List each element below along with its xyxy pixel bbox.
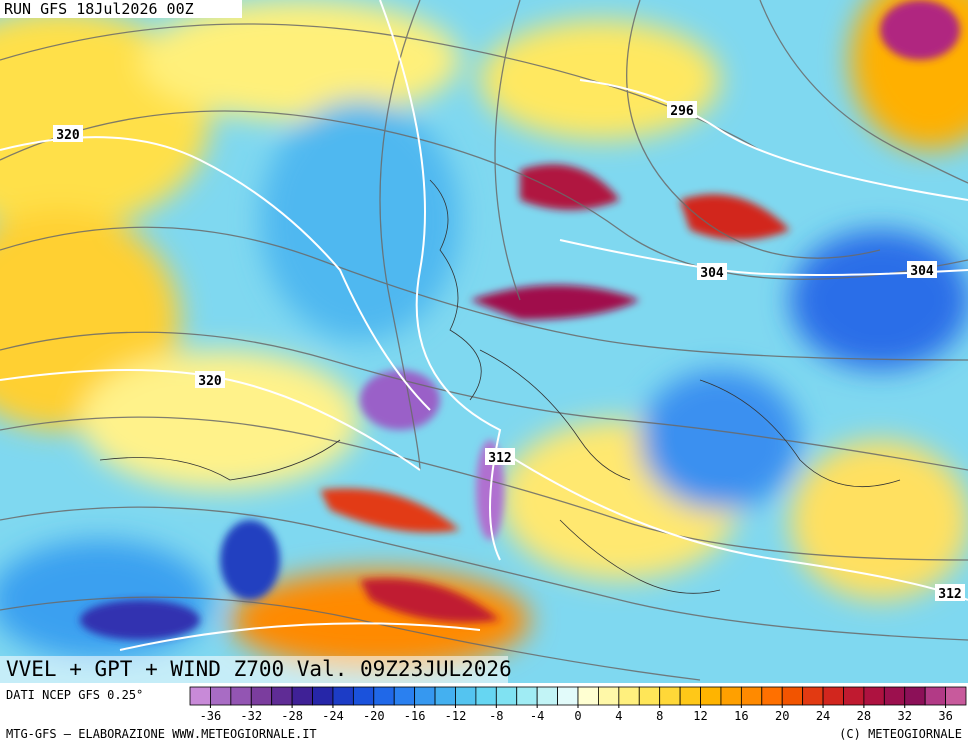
colorbar-swatch (291, 686, 313, 706)
colorbar-tick-label: -4 (530, 709, 544, 723)
contour-label: 320 (198, 374, 222, 389)
colorbar-swatch (495, 686, 518, 706)
colorbar-tick-label: 20 (775, 709, 789, 723)
colorbar-swatch (434, 686, 456, 706)
colorbar-swatch (577, 686, 599, 706)
colorbar-swatch (863, 686, 885, 706)
source-label: DATI NCEP GFS 0.25° (6, 688, 143, 702)
colorbar-swatch (740, 686, 763, 706)
colorbar-tick-label: -12 (445, 709, 467, 723)
colorbar-tick-label: -20 (363, 709, 385, 723)
contour-label: 296 (670, 104, 694, 119)
colorbar-swatch (352, 686, 375, 706)
colorbar-swatch (618, 686, 640, 706)
colorbar-swatch (843, 686, 865, 706)
contour-label: 304 (700, 266, 724, 281)
colorbar-swatch (557, 686, 579, 706)
colorbar-swatch (271, 686, 293, 706)
contour-label-bg (53, 125, 83, 142)
colorbar-swatch (189, 686, 211, 706)
contour-label-bg (485, 448, 515, 465)
colorbar-tick-label: 4 (615, 709, 622, 723)
map: RUN GFS 18Jul2026 00Z 320 296 304 304 320 312… (0, 0, 968, 683)
colorbar-swatch (312, 686, 334, 706)
colorbar-swatch (414, 686, 436, 706)
colorbar-tick-label: 0 (574, 709, 581, 723)
colorbar-swatch (230, 686, 252, 706)
colorbar-tick-label: 8 (656, 709, 663, 723)
colorbar-swatch (904, 686, 926, 706)
colorbar-swatch (638, 686, 661, 706)
colorbar-swatch (720, 686, 742, 706)
colorbar-tick-label: -28 (281, 709, 303, 723)
contour-label-bg (935, 584, 965, 601)
contour-label-bg (195, 371, 225, 388)
colorbar-swatch (393, 686, 416, 706)
colorbar-swatch (455, 686, 477, 706)
contour-label-bg (907, 261, 937, 278)
colorbar-swatch (883, 686, 906, 706)
map-title: VVEL + GPT + WIND Z700 Val. 09Z23JUL2026 (6, 657, 512, 681)
contour-label: 312 (488, 451, 511, 466)
contour-label-bg (667, 101, 697, 118)
colorbar-tick-label: 16 (734, 709, 748, 723)
colorbar-swatch (679, 686, 701, 706)
colorbar-tick-label: 28 (857, 709, 871, 723)
colorbar-swatch (536, 686, 558, 706)
colorbar-swatch (373, 686, 395, 706)
colorbar-swatch (659, 686, 681, 706)
colorbar-swatch (945, 686, 967, 706)
colorbar-tick-label: 32 (898, 709, 912, 723)
colorbar-swatch (761, 686, 783, 706)
colorbar-tick-label: -24 (322, 709, 344, 723)
run-label: RUN GFS 18Jul2026 00Z (4, 0, 194, 18)
contour-label-bg (697, 263, 727, 280)
contour-label: 312 (938, 587, 961, 602)
colorbar: -36 -32 -28 -24 -20 -16 -12 -8 -4 0 4 8 12 16 20 24 28 32… (189, 686, 967, 723)
colorbar-tick-label: -8 (489, 709, 503, 723)
colorbar-swatch (210, 686, 232, 706)
colorbar-swatch (598, 686, 620, 706)
colorbar-tick-label: -36 (200, 709, 222, 723)
footer-right: (C) METEOGIORNALE (839, 727, 962, 741)
colorbar-swatch (802, 686, 824, 706)
footer-left: MTG-GFS — ELABORAZIONE WWW.METEOGIORNALE… (6, 727, 317, 741)
contour-label: 320 (56, 128, 80, 143)
colorbar-swatch (475, 686, 497, 706)
colorbar-swatch (700, 686, 722, 706)
colorbar-swatch (516, 686, 538, 706)
colorbar-tick-label: 12 (693, 709, 707, 723)
colorbar-swatch (781, 686, 804, 706)
colorbar-tick-label: 36 (938, 709, 952, 723)
colorbar-tick-label: -16 (404, 709, 426, 723)
colorbar-swatch (924, 686, 946, 706)
colorbar-tick-label: -32 (240, 709, 262, 723)
contour-label: 304 (910, 264, 934, 279)
colorbar-swatch (332, 686, 354, 706)
colorbar-swatch (250, 686, 273, 706)
colorbar-tick-label: 24 (816, 709, 830, 723)
colorbar-swatch (822, 686, 844, 706)
